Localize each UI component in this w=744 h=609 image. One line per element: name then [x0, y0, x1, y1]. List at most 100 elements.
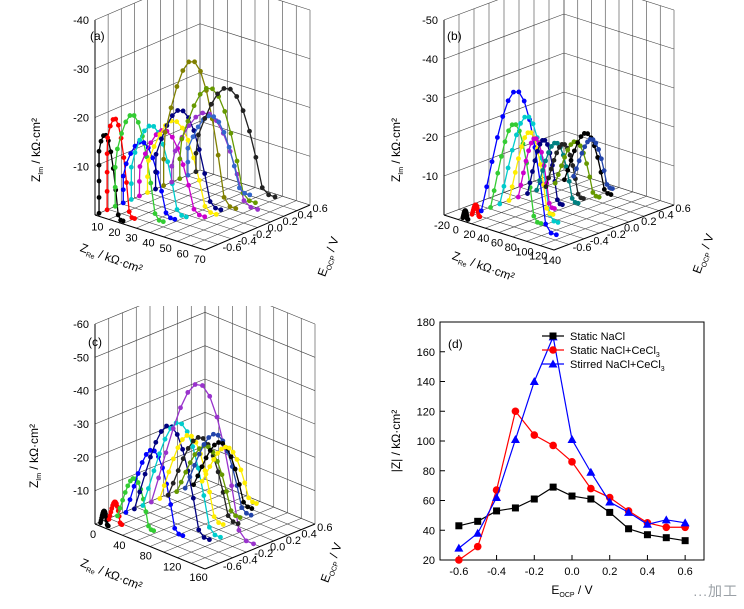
series-point — [151, 123, 157, 129]
series-point — [491, 188, 497, 194]
x-axis-line — [94, 523, 206, 570]
y-axis-label: EOCP / V — [690, 232, 719, 276]
series-point — [584, 161, 589, 166]
data-point — [549, 483, 557, 491]
series-point — [506, 198, 512, 203]
series-point — [561, 177, 567, 183]
series-point — [216, 520, 222, 526]
series-point — [96, 210, 102, 216]
series-point — [191, 206, 197, 212]
series-point — [137, 179, 142, 184]
chart-svg: 20 40 60 80 100 120 140 160 180 -0.6 -0.4 -0.2 0.0 0.… — [389, 317, 705, 599]
x-tick-label: 40 — [113, 540, 125, 552]
data-point — [474, 517, 482, 525]
series-point — [604, 182, 610, 187]
series-point — [158, 429, 164, 434]
series-point — [183, 469, 189, 475]
floor-gridline — [173, 180, 284, 217]
series-point — [248, 512, 254, 518]
back-wall-gridline — [563, 13, 675, 50]
series-point — [247, 128, 252, 134]
series-point — [96, 162, 102, 168]
series-point — [174, 84, 180, 89]
series-point — [190, 134, 196, 140]
watermark-text: ...加工 — [693, 583, 738, 599]
series-point — [535, 219, 540, 225]
series-point — [567, 152, 573, 158]
x-tick-label: 20 — [108, 227, 120, 239]
left-wall-gridline — [94, 312, 206, 358]
series-point — [608, 192, 614, 197]
series-point — [150, 155, 156, 161]
y-axis-line — [204, 523, 316, 570]
y-tick-label: -0.6 — [223, 242, 242, 254]
y-tick-label: 160 — [417, 347, 435, 359]
series-point — [141, 140, 147, 146]
series-point — [497, 201, 503, 207]
series-point — [527, 180, 533, 186]
x-axis-label: ZRe / kΩ·cm² — [78, 556, 145, 595]
y-tick-label: 0.6 — [317, 522, 332, 534]
data-point — [530, 431, 539, 439]
series-point — [528, 130, 534, 136]
left-wall-gridline — [94, 306, 140, 325]
y-tick-label: 0.2 — [283, 216, 298, 228]
data-point — [605, 497, 615, 506]
series-point — [228, 454, 234, 460]
series-point — [465, 217, 471, 222]
series-point — [489, 159, 495, 165]
series-point — [132, 143, 138, 149]
series-point — [202, 203, 208, 209]
series-point — [552, 180, 558, 186]
series-point — [180, 446, 186, 452]
series-point — [203, 455, 209, 461]
floor-gridline — [121, 203, 232, 240]
series-point — [521, 170, 526, 176]
series-point — [551, 157, 557, 163]
series-point — [186, 123, 192, 129]
series-point — [601, 187, 607, 192]
series-point — [185, 118, 191, 124]
series-point — [566, 178, 572, 184]
x-tick-label: 80 — [140, 551, 152, 563]
series-point — [185, 172, 191, 178]
series-point — [568, 142, 574, 147]
series-point — [179, 136, 185, 142]
floor-gridline — [108, 209, 219, 245]
series-point — [120, 218, 126, 224]
series-point — [168, 105, 174, 111]
series-point — [577, 143, 583, 149]
series-point — [227, 204, 233, 210]
x-tick-label: -0.2 — [525, 566, 544, 578]
z-tick-label: -40 — [422, 54, 438, 66]
floor-gridline — [160, 186, 271, 223]
series-point — [553, 232, 559, 238]
series-point — [135, 471, 141, 476]
floor-gridline — [134, 197, 245, 234]
back-wall-gridline — [204, 412, 316, 458]
series-point — [172, 148, 178, 154]
panel-letter: (a) — [90, 29, 105, 43]
data-point — [624, 507, 634, 516]
series-point — [148, 140, 154, 146]
series-point — [162, 436, 168, 442]
data-point — [530, 495, 538, 503]
series-point — [137, 164, 143, 169]
series-point — [175, 108, 181, 113]
legend-marker — [548, 359, 558, 368]
series-point — [548, 166, 554, 172]
series-point — [116, 122, 121, 128]
series-point — [183, 214, 189, 220]
legend-marker — [549, 346, 557, 354]
series-point — [509, 147, 515, 153]
data-point — [642, 519, 652, 528]
series-point — [131, 113, 137, 118]
series-point — [218, 534, 223, 540]
series-point — [593, 140, 599, 146]
series-point — [128, 151, 134, 156]
series-point — [196, 451, 202, 457]
series-point — [178, 405, 183, 411]
series-point — [185, 145, 191, 151]
series-point — [108, 149, 114, 155]
series-point — [153, 151, 159, 157]
